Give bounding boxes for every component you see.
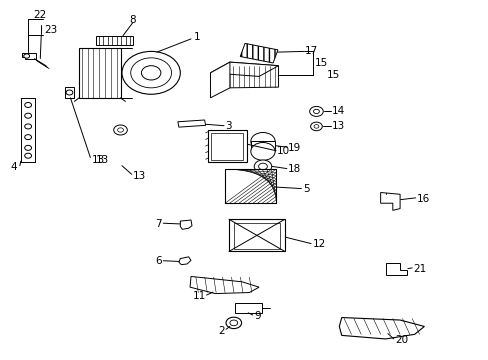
Text: 10: 10 — [277, 147, 289, 157]
Circle shape — [130, 58, 171, 88]
Circle shape — [250, 132, 275, 150]
Bar — [224, 169, 276, 203]
Circle shape — [24, 54, 30, 58]
Text: 16: 16 — [416, 194, 429, 203]
Text: 13: 13 — [132, 171, 145, 181]
Text: 15: 15 — [314, 58, 327, 68]
Circle shape — [309, 107, 323, 116]
Polygon shape — [180, 220, 192, 229]
Bar — [79, 48, 120, 98]
Circle shape — [25, 153, 31, 158]
Text: 7: 7 — [155, 219, 162, 229]
Bar — [233, 223, 280, 249]
Circle shape — [313, 109, 319, 113]
Polygon shape — [339, 318, 424, 339]
Polygon shape — [210, 62, 229, 98]
Text: 9: 9 — [254, 311, 260, 321]
Text: 23: 23 — [44, 25, 58, 35]
Polygon shape — [178, 120, 205, 127]
Text: 5: 5 — [302, 184, 309, 194]
Text: 17: 17 — [305, 46, 318, 56]
Text: 1: 1 — [193, 32, 200, 42]
Circle shape — [141, 66, 161, 80]
Text: 12: 12 — [312, 239, 325, 249]
Text: 3: 3 — [224, 121, 231, 131]
Text: 18: 18 — [287, 164, 301, 174]
Polygon shape — [64, 87, 74, 98]
Text: 11: 11 — [192, 291, 205, 301]
Circle shape — [117, 128, 123, 132]
Text: 6: 6 — [155, 256, 162, 266]
Text: 13: 13 — [96, 156, 109, 165]
Circle shape — [114, 125, 127, 135]
Polygon shape — [385, 263, 407, 275]
Circle shape — [254, 160, 271, 173]
Polygon shape — [210, 62, 278, 76]
Bar — [240, 44, 277, 63]
Circle shape — [258, 163, 267, 170]
Text: 14: 14 — [331, 107, 345, 116]
Circle shape — [310, 122, 322, 131]
Circle shape — [25, 124, 31, 129]
Text: 8: 8 — [129, 15, 136, 25]
Circle shape — [25, 113, 31, 118]
Text: 13: 13 — [331, 121, 345, 131]
Text: 13: 13 — [91, 156, 104, 165]
Text: 19: 19 — [287, 143, 301, 153]
Bar — [207, 130, 246, 162]
Circle shape — [25, 135, 31, 140]
Bar — [228, 219, 285, 251]
Circle shape — [313, 125, 318, 128]
Text: 15: 15 — [326, 69, 340, 80]
Text: 22: 22 — [33, 10, 46, 19]
Bar — [96, 36, 132, 45]
Bar — [211, 133, 243, 159]
Polygon shape — [380, 193, 399, 210]
Text: 21: 21 — [413, 264, 426, 274]
Circle shape — [229, 320, 237, 326]
Polygon shape — [229, 62, 278, 88]
Polygon shape — [22, 53, 36, 59]
Text: 2: 2 — [218, 326, 224, 336]
Polygon shape — [190, 276, 259, 294]
Circle shape — [66, 90, 73, 95]
Text: 20: 20 — [394, 335, 407, 345]
Bar — [250, 141, 275, 152]
Circle shape — [122, 51, 180, 94]
Circle shape — [225, 317, 241, 329]
Circle shape — [250, 143, 275, 160]
Bar — [234, 303, 261, 313]
Text: 4: 4 — [10, 162, 17, 172]
Circle shape — [25, 145, 31, 150]
Circle shape — [25, 103, 31, 108]
Polygon shape — [179, 257, 191, 265]
